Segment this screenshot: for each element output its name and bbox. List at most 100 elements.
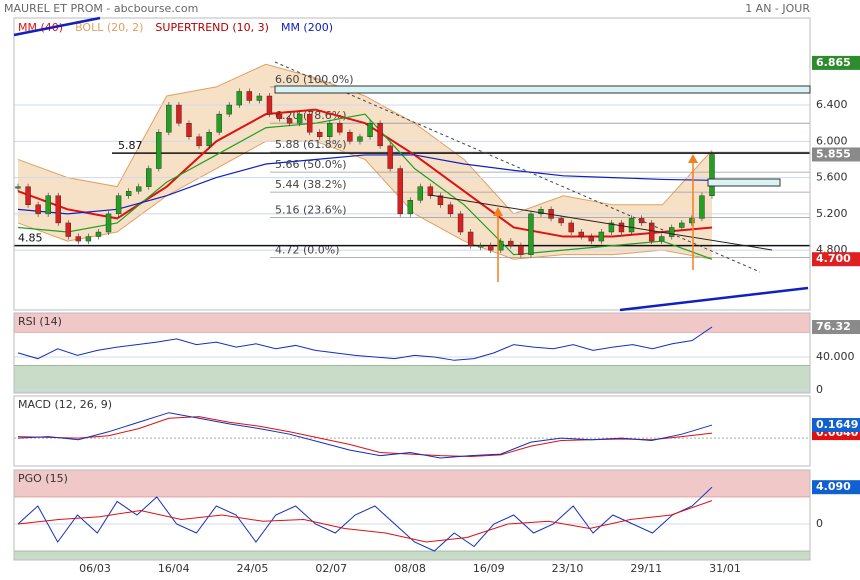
series-line [17, 154, 713, 215]
candle [146, 168, 152, 187]
candle [608, 222, 615, 233]
candle [276, 113, 283, 119]
candle [709, 154, 715, 196]
arrow-head [688, 154, 698, 163]
value-box [812, 252, 860, 267]
candle [105, 213, 112, 233]
candle [15, 186, 21, 189]
series-line [17, 326, 713, 361]
candle [669, 227, 675, 237]
series-line [17, 113, 713, 260]
panel-frame [13, 469, 811, 561]
fib-label: 5.44 (38.2%) [275, 178, 347, 191]
candle [427, 186, 434, 196]
panel-title: RSI (14) [18, 315, 62, 328]
panel-title: PGO (15) [18, 472, 68, 485]
x-tick-label: 16/09 [473, 562, 505, 575]
lower-zone [13, 550, 811, 561]
candle [35, 204, 41, 215]
level-label: 4.85 [18, 232, 43, 245]
candle [347, 132, 353, 142]
lower-zone [13, 364, 811, 394]
y-tick-label: 6.400 [816, 98, 848, 111]
candle [266, 95, 273, 115]
value-box [812, 320, 860, 335]
candle [286, 118, 293, 124]
arrow-head [493, 207, 503, 216]
candle [397, 168, 403, 215]
candle [306, 113, 313, 133]
candle [115, 195, 122, 215]
candle [417, 186, 424, 201]
candle [648, 222, 655, 242]
candle [498, 240, 504, 251]
candle [528, 213, 534, 255]
candle [457, 213, 464, 233]
candle [327, 122, 333, 137]
panel-title: MACD (12, 26, 9) [18, 398, 112, 411]
candle [659, 236, 665, 242]
chart-title: MAUREL ET PROM - abcbourse.com [4, 2, 198, 15]
y-tick-label: 40.000 [816, 350, 855, 363]
series-line [17, 412, 713, 459]
candle [55, 195, 61, 224]
trend-line [274, 61, 761, 273]
candle [196, 136, 202, 147]
trend-line [619, 286, 809, 312]
y-tick-label: 5.200 [816, 207, 848, 220]
x-tick-label: 29/11 [630, 562, 662, 575]
candle [588, 236, 595, 242]
value-box [812, 55, 860, 70]
value-box-label: 5.855 [816, 147, 851, 160]
candle [628, 218, 635, 233]
candle [508, 240, 514, 246]
band-upper [17, 63, 713, 215]
x-tick-label: 23/10 [552, 562, 584, 575]
fib-label: 5.16 (23.6%) [275, 204, 347, 217]
upper-zone [13, 312, 811, 333]
candle [407, 200, 413, 215]
candle [85, 236, 92, 242]
value-box-label: 0.1649 [816, 418, 858, 431]
x-tick-label: 06/03 [79, 562, 111, 575]
candle [638, 218, 645, 224]
candle [246, 91, 253, 101]
legend-entry: MM (200) [281, 21, 333, 34]
candle [216, 113, 222, 133]
candle [176, 104, 182, 124]
fib-label: 5.88 (61.8%) [275, 138, 347, 151]
candle [467, 231, 474, 246]
value-box [812, 418, 860, 433]
legend-entry: BOLL (20, 2) [75, 21, 143, 34]
candle [125, 191, 132, 196]
trend-line [13, 16, 101, 37]
x-tick-label: 24/05 [237, 562, 269, 575]
value-box-label: 4.700 [816, 252, 851, 265]
panel-frame [13, 395, 811, 467]
candle [437, 195, 444, 206]
candle [296, 113, 303, 124]
series-line [17, 500, 713, 543]
candle [377, 122, 383, 147]
candle [206, 132, 212, 147]
candle [186, 122, 192, 137]
candle [598, 231, 605, 242]
y-tick-label: 5.600 [816, 171, 848, 184]
candle [568, 222, 574, 233]
upper-zone [13, 469, 811, 498]
candle [518, 245, 524, 255]
period: 1 AN - JOUR [745, 2, 810, 15]
candle [477, 245, 484, 248]
level-label: 5.87 [118, 139, 143, 152]
series-line [17, 108, 713, 238]
series-line [17, 486, 713, 552]
value-box-label: 4.090 [816, 480, 851, 493]
panel-frame [13, 17, 811, 311]
x-tick-label: 08/08 [394, 562, 426, 575]
candle [75, 236, 82, 242]
y-tick-label: 0 [816, 517, 823, 530]
candle [357, 136, 363, 142]
panel-frame [13, 312, 811, 394]
candle [95, 231, 102, 237]
fib-label: 4.72 (0.0%) [275, 243, 340, 256]
